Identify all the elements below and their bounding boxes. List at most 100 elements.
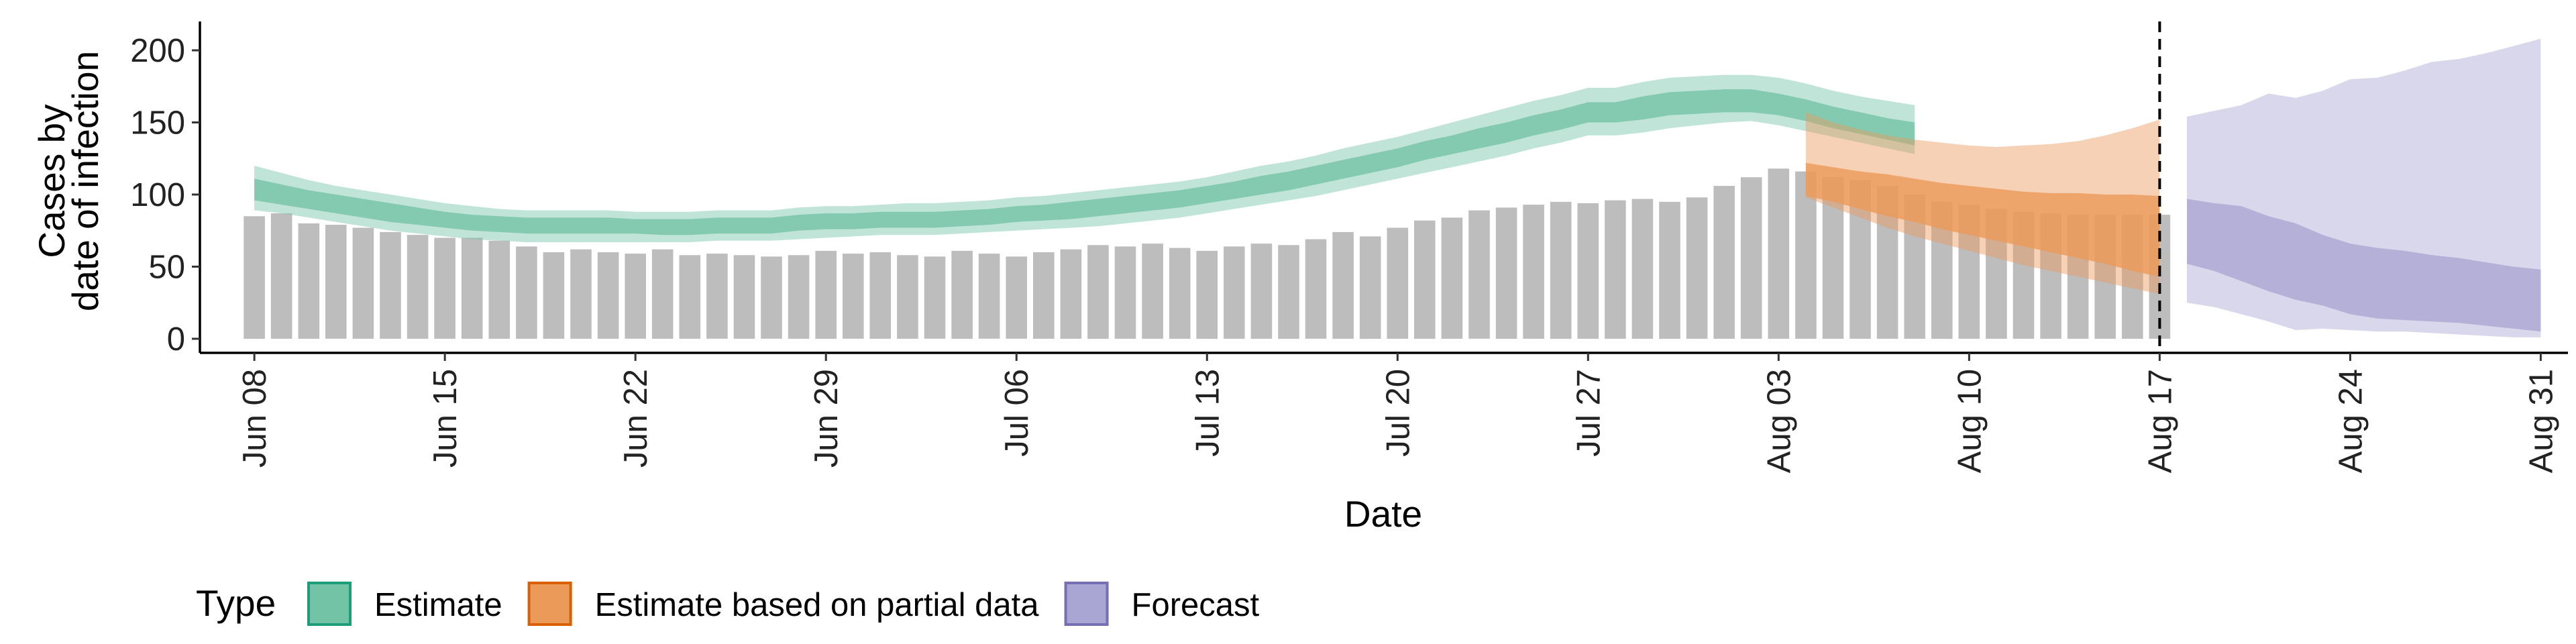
x-tick-label: Jul 13 (1189, 369, 1226, 457)
bar (1114, 246, 1136, 339)
bar (1713, 186, 1735, 339)
observed-cases-bars (244, 168, 2171, 339)
bar (1523, 205, 1544, 339)
bar (543, 252, 565, 339)
bar (461, 237, 483, 339)
bar (1006, 256, 1027, 339)
bar (1768, 168, 1790, 339)
x-tick-label: Aug 24 (2332, 369, 2369, 473)
x-tick-label: Jun 22 (618, 369, 654, 468)
x-tick-label: Jul 20 (1380, 369, 1416, 457)
partial-estimate-50-band (1805, 162, 2160, 277)
x-tick-label: Jul 06 (999, 369, 1035, 457)
bar (1359, 236, 1381, 339)
legend-key-forecast (1064, 582, 1109, 626)
bar (843, 254, 864, 339)
bar (651, 249, 674, 339)
bar (1224, 246, 1245, 339)
x-tick-label: Jul 27 (1570, 369, 1607, 457)
x-tick-label: Jun 29 (808, 369, 845, 468)
y-tick-label: 200 (130, 33, 185, 69)
y-tick-label: 0 (167, 321, 185, 358)
bar (1740, 177, 1762, 339)
bar (325, 225, 347, 339)
x-tick-label: Jun 08 (237, 369, 273, 468)
bar (706, 254, 728, 339)
bar (1414, 220, 1436, 339)
legend-label-partial-estimate: Estimate based on partial data (595, 587, 1040, 623)
bar (1659, 201, 1680, 339)
y-ticks: 0 50 100 150 200 (130, 33, 200, 358)
partial-estimate-series (1805, 112, 2160, 294)
forecast-50-band (2187, 199, 2541, 332)
y-axis-title: Cases by date of infection (31, 51, 106, 311)
bar (733, 255, 755, 339)
bar (1387, 227, 1409, 339)
bar (1822, 177, 1844, 339)
bar (897, 255, 918, 339)
bar (1332, 231, 1354, 339)
forecast-series (2187, 38, 2541, 337)
estimate-90-band (254, 74, 1915, 242)
y-axis-title-line-1: Cases by (31, 104, 72, 258)
bar (434, 237, 455, 339)
bar (1795, 171, 1817, 339)
bar (978, 254, 1000, 339)
bar (1142, 244, 1163, 339)
legend-label-estimate: Estimate (374, 587, 502, 623)
bar (1305, 239, 1327, 339)
y-tick-label: 50 (148, 250, 185, 286)
bar (869, 252, 892, 339)
bar (488, 240, 511, 339)
x-axis-title: Date (1344, 493, 1422, 535)
bar (1495, 207, 1517, 339)
bar (1060, 249, 1082, 339)
y-axis-title-line-2: date of infection (64, 51, 106, 311)
bar (298, 223, 320, 339)
y-tick-label: 150 (130, 105, 185, 142)
legend-key-estimate (307, 582, 352, 626)
bar (597, 252, 619, 339)
axes (199, 21, 2568, 354)
bar (1169, 248, 1191, 339)
bar (270, 213, 292, 339)
bar (407, 235, 429, 339)
legend-label-forecast: Forecast (1132, 587, 1260, 623)
bar (1686, 197, 1708, 339)
x-tick-label: Aug 03 (1761, 369, 1797, 473)
bar (1087, 245, 1109, 339)
bar (1196, 250, 1218, 339)
bar (352, 227, 374, 339)
bar (1631, 199, 1654, 339)
bar (516, 246, 537, 339)
bar (1033, 252, 1055, 339)
x-tick-label: Aug 10 (1951, 369, 1988, 473)
bar (1441, 217, 1463, 339)
bar (815, 250, 837, 339)
legend-key-partial-estimate (527, 582, 572, 626)
x-tick-label: Jun 15 (427, 369, 464, 468)
estimate-series (254, 74, 1915, 242)
x-ticks: Jun 08 Jun 15 Jun 22 Jun 29 Jul 06 Jul 13 Jul … (237, 353, 2559, 473)
bar (679, 255, 701, 339)
bar (951, 250, 973, 339)
bar (380, 231, 401, 339)
bar (625, 254, 646, 339)
estimate-50-band (254, 89, 1915, 235)
x-tick-label: Aug 17 (2142, 369, 2178, 473)
estimate-bands (254, 38, 2541, 337)
bar (244, 216, 265, 339)
bar (761, 256, 782, 339)
bar (1605, 200, 1626, 339)
bar (1250, 244, 1273, 339)
bar (924, 256, 946, 339)
bar (1550, 201, 1572, 339)
x-tick-label: Aug 31 (2523, 369, 2559, 473)
bar (1468, 210, 1490, 339)
bar (1577, 203, 1599, 339)
legend: Type Estimate Estimate based on partial d… (196, 582, 1260, 626)
bar (1278, 245, 1299, 339)
legend-title: Type (196, 582, 276, 624)
bar (788, 255, 810, 339)
